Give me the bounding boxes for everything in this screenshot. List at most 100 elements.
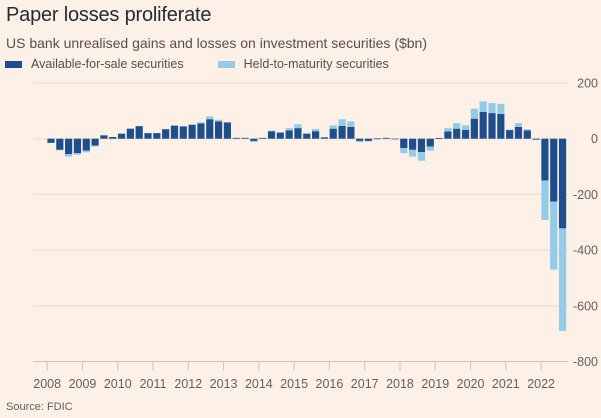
x-tick-label: 2019	[421, 377, 449, 391]
bar-afs	[356, 138, 364, 141]
bar-htm	[488, 103, 496, 114]
bar-afs	[56, 138, 64, 150]
x-tick-label: 2012	[174, 377, 202, 391]
x-tick-label: 2016	[316, 377, 344, 391]
bar-htm	[444, 128, 452, 132]
bar-htm	[294, 124, 302, 129]
bar-afs	[435, 138, 443, 139]
bar-afs	[214, 121, 223, 139]
bar-htm	[65, 154, 73, 157]
bar-htm	[188, 124, 196, 125]
bar-htm	[250, 140, 258, 143]
bar-htm	[91, 145, 99, 147]
bar-afs	[461, 129, 470, 139]
legend-label-htm: Held-to-maturity securities	[243, 57, 389, 71]
x-tick-label: 2014	[245, 377, 273, 391]
y-tick-label: -400	[573, 244, 598, 258]
bar-afs	[232, 137, 240, 139]
bar-afs	[303, 133, 311, 139]
bar-htm	[356, 140, 364, 143]
bar-afs	[197, 123, 205, 139]
bar-htm	[364, 140, 373, 142]
bar-htm	[214, 119, 223, 122]
bar-afs	[541, 138, 549, 181]
bar-htm	[453, 123, 461, 129]
bar-htm	[558, 228, 567, 331]
legend-swatch-htm	[217, 60, 235, 68]
x-axis: 2008 2009 2010 2011 2012 2013 2014 2015 2016 2017…	[33, 361, 555, 391]
bar-afs	[179, 126, 187, 139]
bar-afs	[285, 130, 293, 139]
bar-afs	[170, 125, 179, 139]
bar-afs	[162, 129, 170, 139]
bar-htm	[206, 116, 214, 120]
bar-afs	[409, 138, 417, 150]
bar-htm	[329, 125, 337, 129]
bar-afs	[135, 126, 143, 139]
bar-htm	[73, 153, 82, 155]
bar-htm	[312, 128, 320, 132]
bar-afs	[250, 138, 258, 141]
bar-afs	[188, 124, 196, 139]
bar-htm	[532, 139, 540, 141]
bar-afs	[417, 138, 426, 153]
bar-afs	[73, 138, 82, 154]
bar-afs	[426, 138, 434, 147]
y-tick-label: -600	[573, 299, 598, 313]
bar-htm	[303, 133, 311, 134]
x-tick-label: 2010	[104, 377, 132, 391]
x-tick-label: 2022	[527, 377, 555, 391]
bar-htm	[338, 119, 346, 126]
bar-afs	[223, 122, 231, 139]
bar-afs	[82, 138, 90, 151]
bar-afs	[558, 138, 567, 229]
y-tick-label: 0	[591, 132, 598, 146]
bar-htm	[426, 146, 434, 151]
legend-label-afs: Available-for-sale securities	[31, 57, 184, 71]
x-tick-label: 2020	[457, 377, 485, 391]
bar-afs	[391, 138, 399, 140]
bar-afs	[532, 138, 540, 140]
bar-afs	[117, 133, 126, 139]
bar-afs	[550, 138, 558, 202]
bar-htm	[56, 149, 64, 151]
bar-afs	[444, 131, 452, 139]
x-tick-label: 2017	[351, 377, 379, 391]
legend-item-afs: Available-for-sale securities	[5, 57, 184, 71]
bar-htm	[550, 201, 558, 270]
bar-afs	[479, 111, 487, 139]
bar-afs	[470, 118, 478, 139]
bar-afs	[523, 130, 531, 139]
bar-htm	[267, 130, 276, 132]
x-tick-label: 2008	[33, 377, 61, 391]
bar-htm	[497, 103, 505, 114]
bar-afs	[267, 131, 276, 139]
legend: Available-for-sale securities Held-to-ma…	[5, 57, 423, 71]
bar-htm	[541, 180, 549, 221]
x-tick-label: 2013	[210, 377, 238, 391]
bar-afs	[47, 138, 55, 143]
bar-afs	[109, 137, 117, 139]
bar-htm	[461, 125, 470, 130]
bar-htm	[400, 148, 408, 154]
bar-htm	[506, 129, 514, 131]
x-tick-label: 2015	[280, 377, 308, 391]
bar-afs	[329, 128, 337, 139]
chart-title: Paper losses proliferate	[6, 4, 212, 26]
bar-afs	[320, 137, 329, 139]
bar-afs	[453, 128, 461, 139]
bar-afs	[373, 138, 381, 140]
bar-afs	[506, 130, 514, 139]
bar-afs	[241, 137, 249, 139]
y-tick-label: 200	[577, 77, 598, 91]
bar-afs	[338, 125, 346, 139]
bar-afs	[400, 138, 408, 149]
bar-afs	[100, 135, 108, 139]
bar-afs	[144, 133, 152, 139]
bar-htm	[82, 150, 90, 153]
bar-afs	[347, 127, 355, 139]
bar-htm	[514, 123, 523, 128]
bar-htm	[197, 122, 205, 124]
bars	[47, 101, 567, 331]
